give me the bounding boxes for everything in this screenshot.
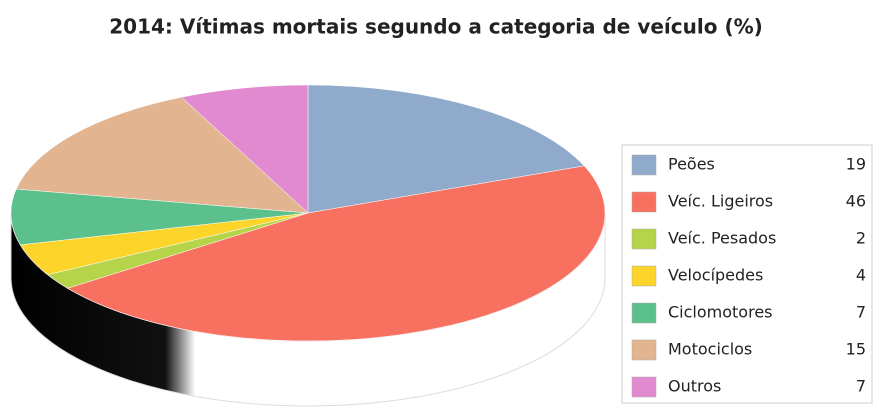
legend-label: Outros xyxy=(668,377,721,396)
legend-label: Peões xyxy=(668,155,715,174)
legend-value: 7 xyxy=(856,377,866,396)
pie-slice xyxy=(307,84,585,214)
legend-box xyxy=(621,144,873,404)
legend-label: Veíc. Pesados xyxy=(668,229,776,248)
chart-title: 2014: Vítimas mortais segundo a categori… xyxy=(109,15,763,39)
pie-slice xyxy=(15,96,309,214)
legend-label: Ciclomotores xyxy=(668,303,773,322)
legend-swatch xyxy=(631,191,657,213)
legend-value: 15 xyxy=(846,340,866,359)
legend-label: Velocípedes xyxy=(668,266,763,285)
pie-slice xyxy=(10,188,309,246)
legend-value: 46 xyxy=(846,192,866,211)
legend-value: 2 xyxy=(856,229,866,248)
legend-swatch xyxy=(631,302,657,324)
legend-swatch xyxy=(631,376,657,398)
legend-value: 19 xyxy=(846,155,866,174)
pie-slice xyxy=(181,84,309,214)
legend-swatch xyxy=(631,228,657,250)
legend-label: Veíc. Ligeiros xyxy=(668,192,773,211)
legend-value: 7 xyxy=(856,303,866,322)
legend-swatch xyxy=(631,265,657,287)
legend-label: Motociclos xyxy=(668,340,752,359)
legend-value: 4 xyxy=(856,266,866,285)
legend-swatch xyxy=(631,339,657,361)
legend-swatch xyxy=(631,154,657,176)
pie-slice xyxy=(67,165,606,342)
